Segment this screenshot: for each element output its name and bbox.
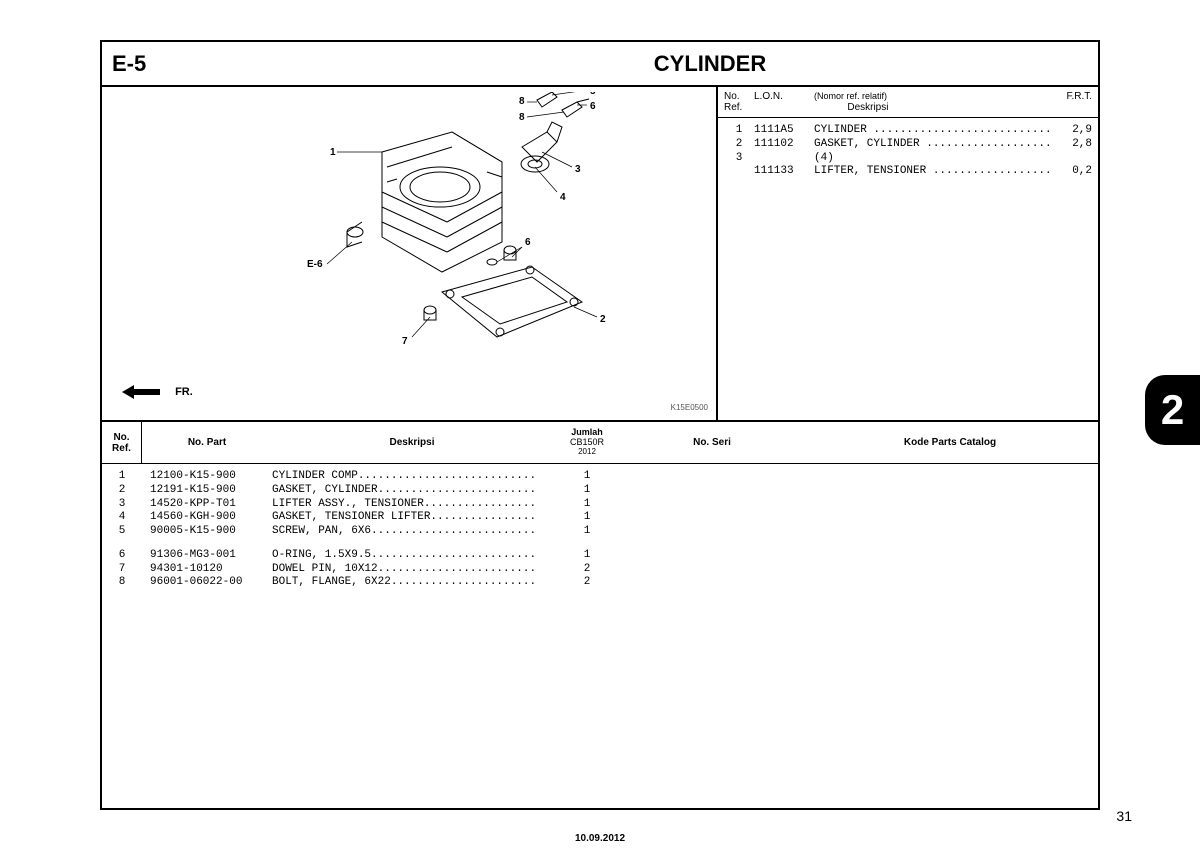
lon-body: 11111A5CYLINDER ........................…: [718, 118, 1098, 185]
lon-row: 3(4): [724, 152, 1092, 166]
lon-row: 111133LIFTER, TENSIONER ................…: [724, 165, 1092, 179]
th-desc: Deskripsi: [272, 437, 552, 448]
footer-date: 10.09.2012: [575, 833, 625, 844]
table-row: 212191-K15-900GASKET, CYLINDER..........…: [102, 484, 1098, 498]
svg-text:1: 1: [330, 147, 336, 158]
table-row: 314520-KPP-T01LIFTER ASSY., TENSIONER...…: [102, 498, 1098, 512]
table-header: No.Ref. No. Part Deskripsi Jumlah CB150R…: [102, 422, 1098, 464]
svg-text:8: 8: [519, 112, 525, 123]
page-number: 31: [1116, 808, 1132, 824]
lon-header: No.Ref. L.O.N. (Nomor ref. relatif) Desk…: [718, 87, 1098, 118]
svg-text:8: 8: [519, 96, 525, 107]
page-frame: E-5 CYLINDER: [100, 40, 1100, 810]
table-body: 112100-K15-900CYLINDER COMP.............…: [102, 464, 1098, 596]
th-part: No. Part: [142, 437, 272, 448]
table-row: 896001-06022-00BOLT, FLANGE, 6X22.......…: [102, 576, 1098, 590]
lon-panel: No.Ref. L.O.N. (Nomor ref. relatif) Desk…: [718, 87, 1098, 420]
table-row: 414560-KGH-900GASKET, TENSIONER LIFTER..…: [102, 511, 1098, 525]
svg-text:6: 6: [525, 237, 531, 248]
table-row: 794301-10120DOWEL PIN, 10X12............…: [102, 563, 1098, 577]
th-seri: No. Seri: [622, 437, 802, 448]
th-ref: No.Ref.: [102, 422, 142, 463]
section-code: E-5: [102, 51, 502, 77]
ref-tag: E-6: [307, 259, 323, 270]
th-kode: Kode Parts Catalog: [802, 437, 1098, 448]
chapter-tab: 2: [1145, 375, 1200, 445]
lon-row: 11111A5CYLINDER ........................…: [724, 124, 1092, 138]
svg-text:2: 2: [600, 314, 606, 325]
table-row: 590005-K15-900SCREW, PAN, 6X6...........…: [102, 525, 1098, 539]
lon-h-desc: (Nomor ref. relatif) Deskripsi: [814, 91, 1052, 113]
lon-h-lon: L.O.N.: [754, 91, 814, 113]
cylinder-diagram: 1 2 3 4 5 6 6 7 8 8 E-6: [252, 92, 652, 392]
svg-text:4: 4: [560, 192, 566, 203]
lon-row: 2111102GASKET, CYLINDER ................…: [724, 138, 1092, 152]
upper-section: 1 2 3 4 5 6 6 7 8 8 E-6 FR.: [102, 87, 1098, 422]
fr-arrow: FR.: [122, 382, 193, 402]
svg-text:3: 3: [575, 164, 581, 175]
th-qty: Jumlah CB150R 2012: [552, 428, 622, 458]
diagram-area: 1 2 3 4 5 6 6 7 8 8 E-6 FR.: [102, 87, 718, 420]
table-row: 691306-MG3-001O-RING, 1.5X9.5...........…: [102, 549, 1098, 563]
page-header: E-5 CYLINDER: [102, 42, 1098, 87]
svg-text:6: 6: [590, 101, 596, 112]
section-title: CYLINDER: [502, 51, 1098, 77]
svg-text:7: 7: [402, 336, 408, 347]
diagram-code: K15E0500: [671, 403, 708, 412]
lon-h-frt: F.R.T.: [1052, 91, 1092, 113]
lon-h-ref: No.Ref.: [724, 91, 754, 113]
table-row: 112100-K15-900CYLINDER COMP.............…: [102, 470, 1098, 484]
svg-text:5: 5: [590, 92, 596, 97]
